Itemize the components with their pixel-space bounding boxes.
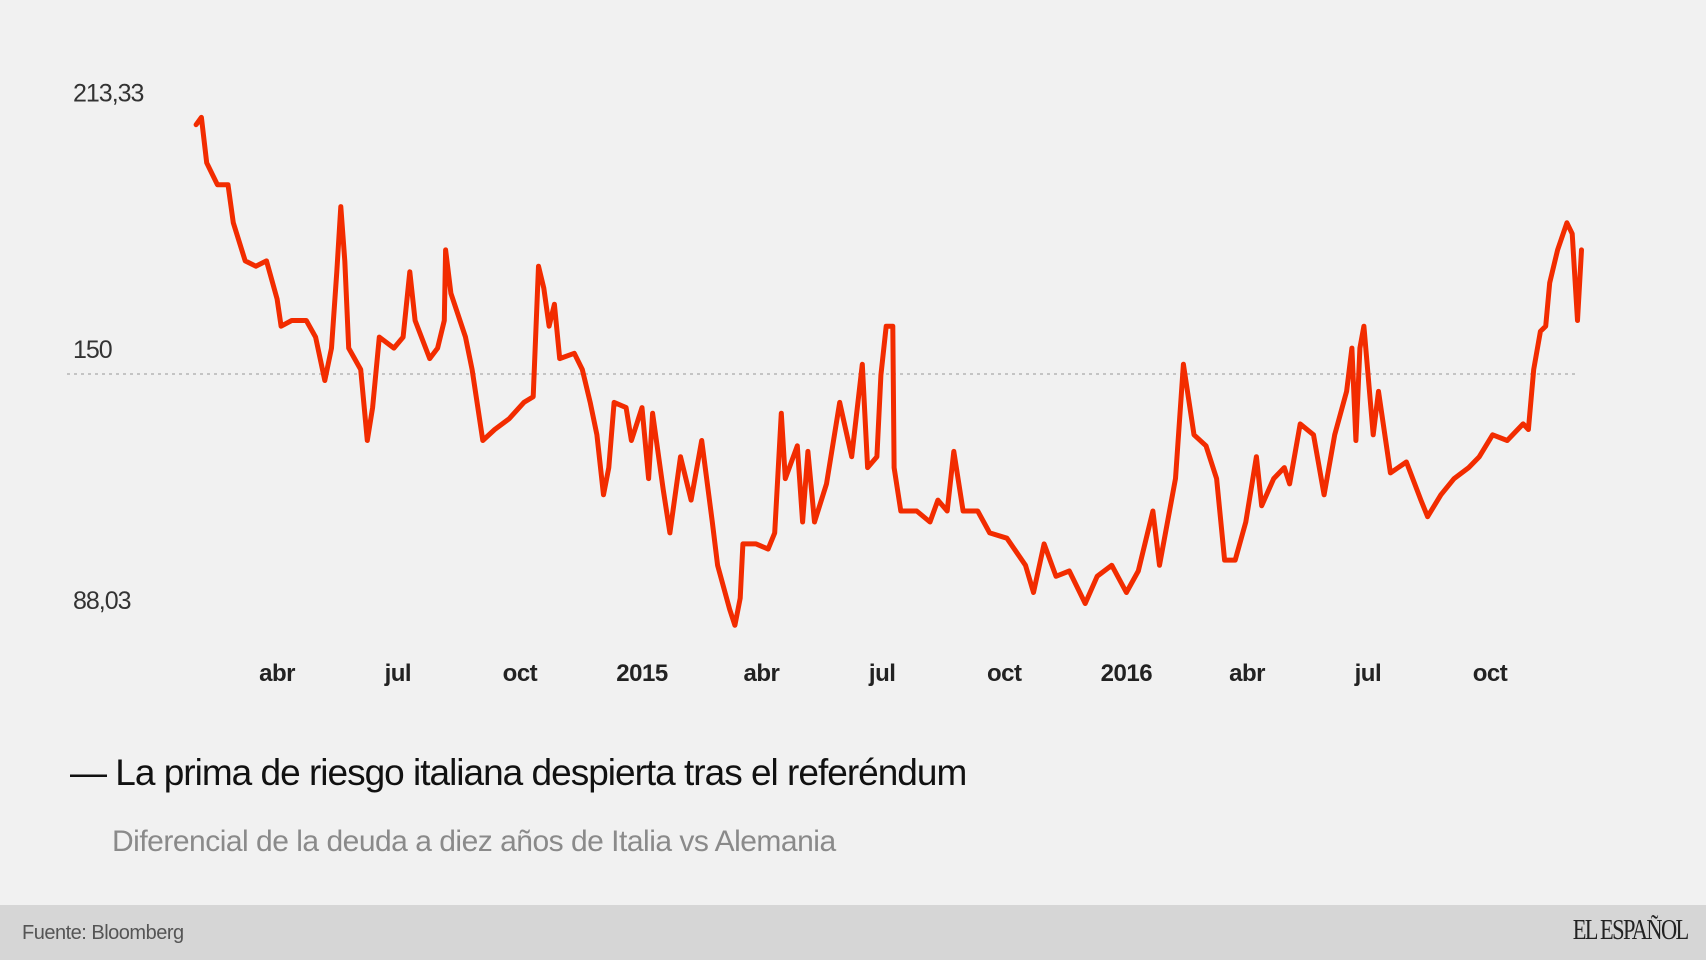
- x-axis-labels: abr jul oct 2015 abr jul oct 2016 abr jul oct: [259, 660, 1508, 687]
- footer-bar: Fuente: Bloomberg EL ESPAÑOL: [0, 905, 1706, 960]
- source-text: Fuente: Bloomberg: [22, 922, 184, 944]
- x-tick-label: 2015: [616, 660, 668, 687]
- x-tick-label: oct: [1473, 660, 1508, 687]
- series-line: [193, 114, 1584, 628]
- x-tick-label: 2016: [1101, 660, 1153, 687]
- y-axis-labels: 213,33 150 88,03: [73, 79, 145, 615]
- y-tick-label: 88,03: [73, 587, 131, 615]
- y-tick-label: 213,33: [73, 79, 144, 107]
- x-tick-label: abr: [1229, 660, 1265, 687]
- x-tick-label: jul: [1354, 660, 1382, 687]
- chart-title: — La prima de riesgo italiana despierta …: [70, 752, 967, 793]
- x-tick-label: abr: [744, 660, 780, 687]
- x-tick-label: oct: [503, 660, 538, 687]
- x-tick-label: abr: [259, 660, 295, 687]
- y-tick-label: 150: [73, 336, 112, 364]
- x-tick-label: oct: [987, 660, 1022, 687]
- x-tick-label: jul: [868, 660, 896, 687]
- chart-subtitle: Diferencial de la deuda a diez años de I…: [112, 825, 836, 858]
- x-tick-label: jul: [384, 660, 412, 687]
- el-espanol-logo: EL ESPAÑOL: [1573, 915, 1689, 946]
- line-chart: 213,33 150 88,03 abr jul oct 2015 abr jul oct 201…: [67, 79, 1584, 687]
